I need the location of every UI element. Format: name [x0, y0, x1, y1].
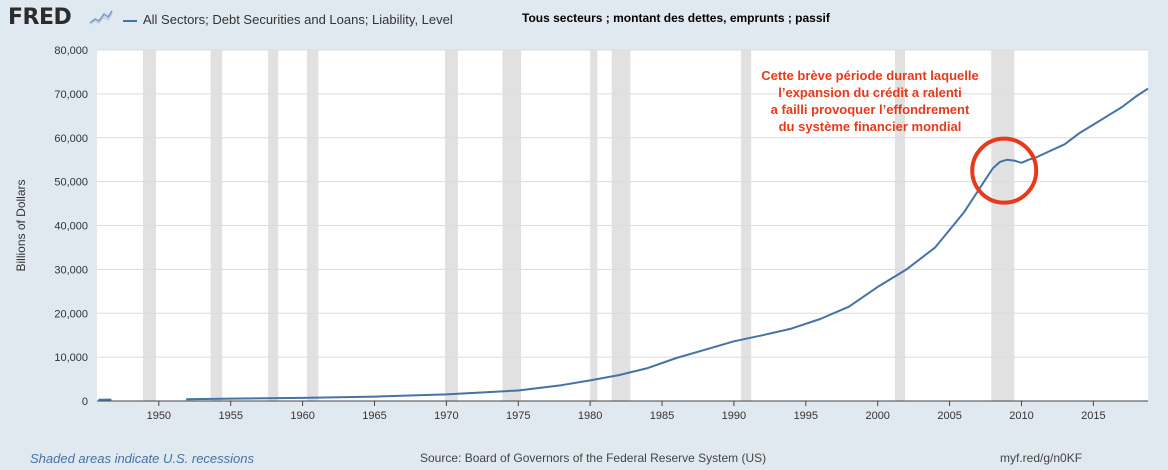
x-tick-label: 1970 [434, 410, 458, 422]
y-tick-label: 70,000 [54, 89, 88, 101]
x-tick-label: 2010 [1009, 410, 1033, 422]
x-tick-label: 1955 [218, 410, 242, 422]
x-tick-label: 1980 [578, 410, 602, 422]
series-line [186, 87, 1149, 401]
x-tick-label: 1995 [794, 410, 818, 422]
annotation-text-line: du système financier mondial [779, 119, 962, 134]
chart-header: FRED All Sectors; Debt Securities and Lo… [0, 0, 1168, 40]
annotation-text-line: l’expansion du crédit a ralenti [778, 85, 962, 100]
y-tick-label: 0 [82, 396, 88, 408]
x-tick-label: 2005 [937, 410, 961, 422]
french-title: Tous secteurs ; montant des dettes, empr… [522, 11, 830, 25]
y-axis-label: Billions of Dollars [14, 179, 28, 271]
legend-label: All Sectors; Debt Securities and Loans; … [143, 12, 453, 27]
annotation-circle [970, 136, 1039, 205]
x-tick-label: 1990 [722, 410, 746, 422]
recessions-note: Shaded areas indicate U.S. recessions [30, 451, 255, 466]
y-tick-label: 20,000 [54, 308, 88, 320]
fred-logo[interactable]: FRED [8, 5, 72, 30]
x-tick-label: 1950 [147, 410, 171, 422]
y-tick-label: 50,000 [54, 177, 88, 189]
series-legend: All Sectors; Debt Securities and Loans; … [123, 12, 453, 27]
x-tick-label: 1965 [362, 410, 386, 422]
source-note: Source: Board of Governors of the Federa… [420, 451, 767, 465]
x-tick-label: 1960 [290, 410, 314, 422]
y-tick-label: 30,000 [54, 264, 88, 276]
x-tick-label: 2015 [1081, 410, 1105, 422]
annotation-text-line: a failli provoquer l’effondrement [771, 102, 970, 117]
y-tick-label: 40,000 [54, 221, 88, 233]
y-tick-label: 60,000 [54, 133, 88, 145]
x-tick-label: 1985 [650, 410, 674, 422]
y-tick-label: 80,000 [54, 45, 88, 57]
annotation-text-line: Cette brève période durant laquelle [761, 68, 978, 83]
line-chart: 0 10,000 20,000 30,000 40,000 50,000 60,000 70,… [14, 45, 1149, 422]
chart-trend-icon [89, 9, 113, 25]
y-tick-label: 10,000 [54, 352, 88, 364]
short-url-link[interactable]: myf.red/g/n0KF [1000, 451, 1083, 465]
x-tick-label: 2000 [865, 410, 889, 422]
legend-line-swatch [123, 19, 137, 22]
x-tick-label: 1975 [506, 410, 530, 422]
